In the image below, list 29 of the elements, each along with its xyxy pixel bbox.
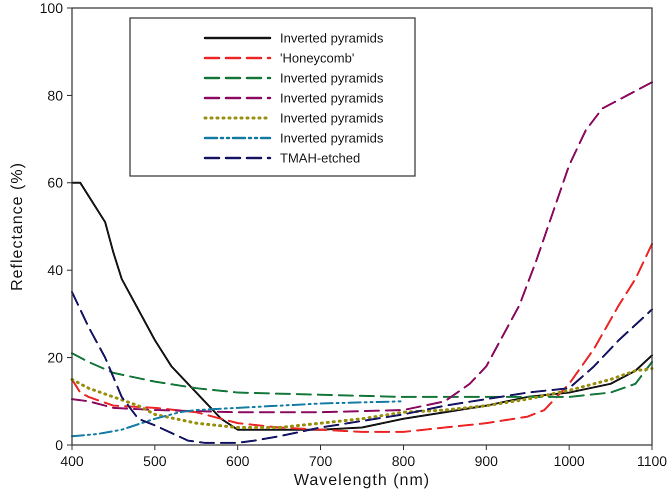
x-tick-label: 1100 [636,453,667,469]
line-series [71,242,653,433]
legend-label: Inverted pyramids [280,70,384,86]
y-tick-label: 40 [47,262,64,278]
x-tick-label: 500 [143,453,167,469]
y-tick-label: 20 [47,350,64,366]
x-tick-label: 400 [60,453,84,469]
legend-label: 'Honeycomb' [280,50,354,66]
y-tick-label: 80 [47,87,64,104]
line-series [70,367,654,430]
legend-label: Inverted pyramids [280,90,384,106]
line-series [71,291,653,444]
y-tick-label: 60 [47,174,64,191]
x-tick-label: 900 [474,453,498,469]
x-tick-label: 600 [226,453,250,469]
x-axis-title: Wavelength (nm) [294,472,430,489]
y-axis-title: Reflectance (%) [9,162,26,291]
legend-label: TMAH-etched [280,150,360,166]
line-series [71,182,653,431]
legend-label: Inverted pyramids [280,130,384,146]
line-series [71,352,653,398]
line-series [71,400,404,438]
legend-label: Inverted pyramids [280,30,384,46]
x-tick-label: 700 [308,453,332,469]
y-tick-label: 100 [40,0,64,16]
x-tick-label: 800 [392,453,416,469]
x-tick-label: 1000 [554,453,585,469]
legend-label: Inverted pyramids [280,110,384,126]
y-tick-label: 0 [55,436,64,453]
